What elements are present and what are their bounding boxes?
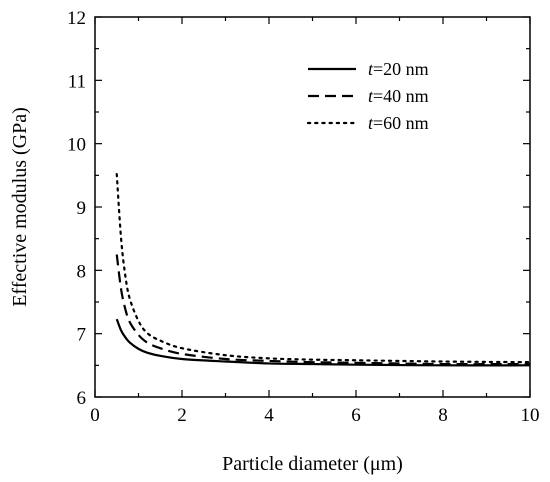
legend-label-variable: t	[368, 59, 374, 79]
y-tick-label: 7	[77, 325, 87, 346]
y-axis-label: Effective modulus (GPa)	[9, 107, 31, 307]
x-tick-label: 0	[90, 405, 100, 426]
x-tick-label: 2	[177, 405, 187, 426]
legend-label-value: =20 nm	[373, 59, 429, 79]
series-line-1	[115, 318, 531, 367]
y-tick-label: 8	[77, 261, 87, 282]
x-tick-label: 8	[438, 405, 448, 426]
legend-label-value: =60 nm	[373, 113, 429, 133]
plot-area: 0 2 4 6 8 10 6 7 8 9 10 11 12	[67, 8, 540, 426]
legend-label-variable: t	[368, 113, 374, 133]
y-tick-label: 11	[68, 71, 86, 92]
legend-label-3: t=60 nm	[368, 113, 429, 133]
x-tick-label: 6	[351, 405, 361, 426]
y-tick-label: 6	[77, 388, 87, 409]
y-tick-label: 10	[67, 135, 86, 156]
y-tick-label: 9	[77, 198, 87, 219]
tick-labels: 0 2 4 6 8 10 6 7 8 9 10 11 12	[67, 8, 540, 426]
x-axis-label: Particle diameter (μm)	[222, 453, 403, 475]
legend: t=20 nmt=40 nmt=60 nm	[306, 59, 429, 133]
x-tick-label: 10	[521, 405, 540, 426]
x-tick-label: 4	[264, 405, 274, 426]
legend-label-variable: t	[368, 86, 374, 106]
legend-label-value: =40 nm	[373, 86, 429, 106]
y-tick-label: 12	[67, 8, 86, 29]
plot-frame	[94, 16, 531, 398]
legend-label-1: t=20 nm	[368, 59, 429, 79]
series-lines	[115, 172, 532, 367]
legend-label-2: t=40 nm	[368, 86, 429, 106]
series-line-3	[115, 172, 532, 364]
series-line-2	[115, 254, 531, 366]
